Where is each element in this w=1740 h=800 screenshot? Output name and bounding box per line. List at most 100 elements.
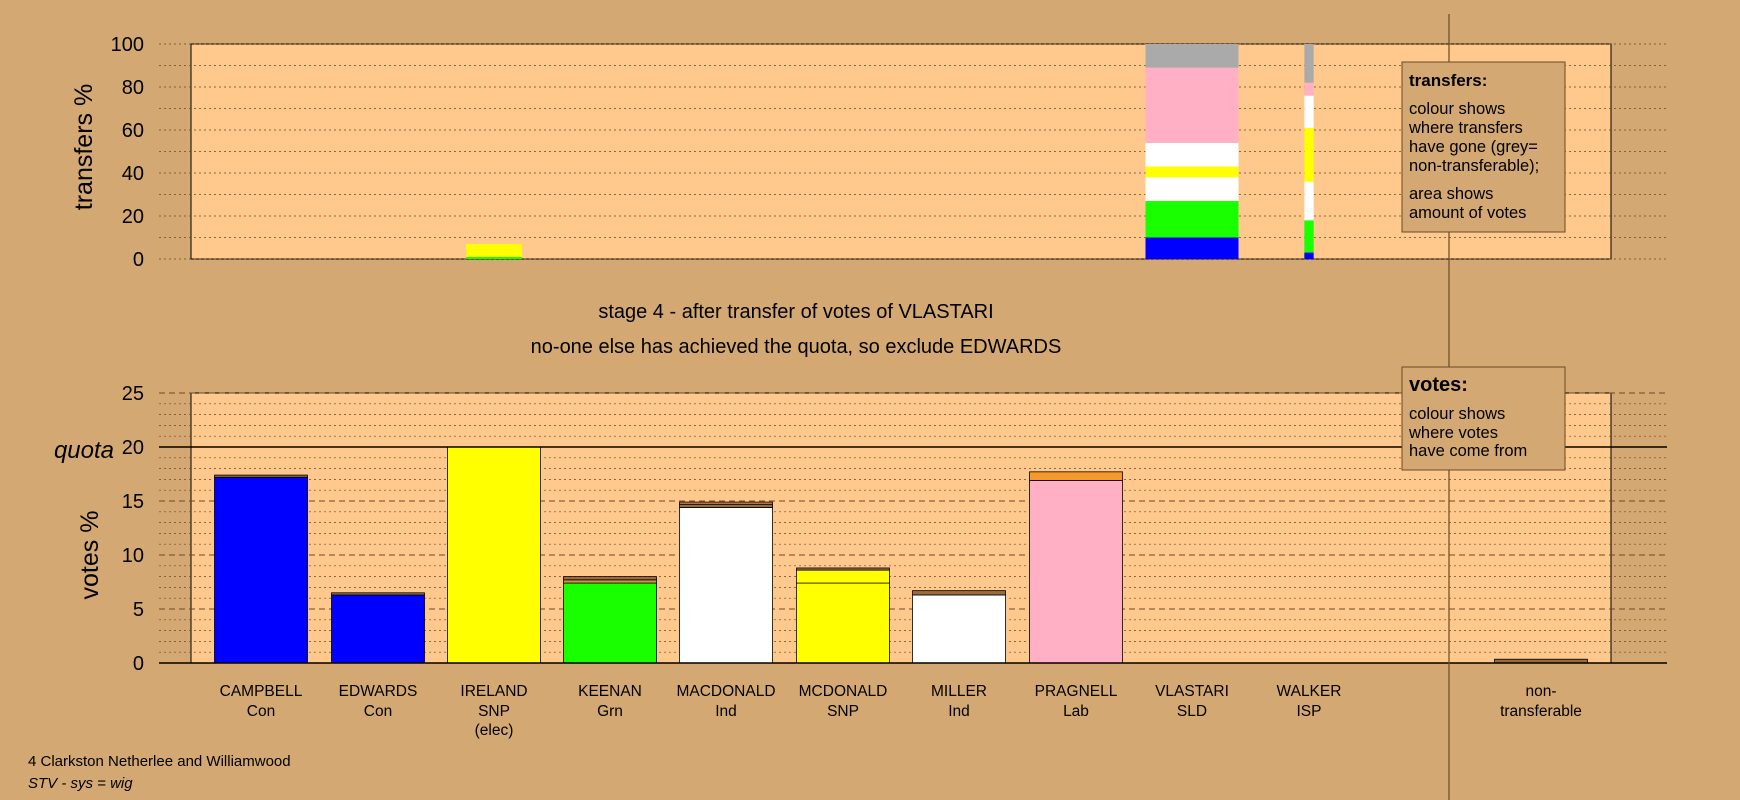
transfer-segment (1304, 252, 1314, 259)
candidate-party: Con (364, 703, 392, 720)
vote-bar-ireland (447, 446, 541, 664)
transfers-bars (466, 44, 1314, 259)
transfer-segment (1145, 166, 1239, 178)
transfer-segment (1145, 177, 1239, 201)
vote-bar-pragnell (1029, 471, 1123, 664)
votes-legend-line: colour shows (1409, 405, 1505, 423)
votes-legend-title: votes: (1409, 374, 1468, 396)
transfer-segment (1145, 237, 1239, 259)
candidate-status: (elec) (475, 722, 514, 739)
candidate-party: ISP (1297, 703, 1322, 720)
vote-segment (331, 592, 425, 596)
transfer-segment (466, 256, 522, 259)
votes-legend-line: have come from (1409, 442, 1527, 460)
ward-name: 4 Clarkston Netherlee and Williamwood (28, 753, 291, 770)
votes-legend-line: where votes (1408, 424, 1498, 442)
transfers-legend-title: transfers: (1409, 71, 1487, 90)
vote-bar-mcdonald (796, 567, 890, 664)
transfer-segment (1145, 200, 1239, 238)
transfer-segment (1304, 44, 1314, 83)
stage-subtitle: no-one else has achieved the quota, so e… (531, 336, 1062, 358)
transfer-segment (466, 243, 522, 257)
transfers-tick-label: 100 (111, 34, 144, 56)
vote-segment (1029, 480, 1123, 664)
transfers-tick-label: 40 (122, 163, 144, 185)
transfers-legend-line: have gone (grey= (1409, 138, 1538, 156)
candidate-party: Con (247, 703, 275, 720)
votes-panel: 0 5 10 15 20 25 CAMPBELL Con EDWARDS Con IRELAND S… (54, 383, 1667, 739)
transfer-segment (1145, 142, 1239, 167)
candidate-party: Ind (715, 703, 737, 720)
candidate-name: EDWARDS (339, 683, 418, 700)
vote-segment (563, 582, 657, 664)
vote-segment (796, 582, 890, 664)
transfer-segment (1145, 67, 1239, 143)
votes-tick-label: 5 (133, 599, 144, 621)
transfer-segment (1304, 127, 1314, 182)
vote-segment (796, 569, 890, 584)
transfer-bar-ireland (466, 243, 522, 259)
transfer-segment (1304, 220, 1314, 253)
transfers-axis-title: transfers % (70, 84, 98, 210)
votes-axis-title: votes % (76, 511, 104, 600)
transfers-legend-line: non-transferable); (1409, 157, 1539, 175)
candidate-party: SLD (1177, 703, 1207, 720)
vote-segment (563, 576, 657, 581)
vote-segment (447, 446, 541, 664)
transfers-legend-box (1401, 61, 1566, 233)
transfers-legend-line: area shows (1409, 185, 1493, 203)
transfers-legend-line: amount of votes (1409, 204, 1526, 222)
candidate-name: WALKER (1277, 683, 1342, 700)
transfer-segment (1304, 95, 1314, 128)
votes-plot-area (190, 392, 1612, 664)
transfers-tick-label: 0 (133, 249, 144, 271)
vote-segment (1029, 471, 1123, 481)
votes-tick-label: 10 (122, 545, 144, 567)
candidate-name: MACDONALD (676, 683, 775, 700)
quota-label: quota (54, 437, 114, 464)
vote-segment (796, 567, 890, 571)
votes-y-ticks: 0 5 10 15 20 25 (122, 383, 144, 675)
nontransferable-label: transferable (1500, 703, 1582, 720)
transfers-y-ticks: 0 20 40 60 80 100 (111, 34, 144, 271)
transfer-segment (1145, 44, 1239, 68)
candidate-name: VLASTARI (1155, 683, 1229, 700)
candidate-party: Ind (948, 703, 970, 720)
transfer-segment (1304, 181, 1314, 221)
vote-bar-edwards (331, 592, 425, 664)
vote-segment (331, 594, 425, 664)
candidate-name: KEENAN (578, 683, 642, 700)
stage-title: stage 4 - after transfer of votes of VLA… (598, 301, 993, 323)
votes-tick-label: 25 (122, 383, 144, 405)
transfers-legend-line: colour shows (1409, 100, 1505, 118)
candidate-name: PRAGNELL (1035, 683, 1118, 700)
vote-segment (214, 476, 308, 664)
candidate-name: CAMPBELL (220, 683, 303, 700)
vote-segment (679, 501, 773, 505)
vote-segment (912, 590, 1006, 596)
vote-bar-miller (912, 590, 1006, 664)
transfers-legend: transfers: colour shows where transfers … (1401, 61, 1566, 233)
candidate-party: Grn (597, 703, 623, 720)
system-note: STV - sys = wig (28, 775, 133, 792)
vote-bar-macdonald (679, 501, 773, 664)
candidate-name: MCDONALD (799, 683, 888, 700)
candidate-party: Lab (1063, 703, 1089, 720)
vote-bar-keenan (563, 576, 657, 664)
candidate-name: MILLER (931, 683, 987, 700)
vote-segment (679, 503, 773, 508)
vote-segment (214, 474, 308, 478)
votes-tick-label: 0 (133, 653, 144, 675)
transfer-bar-walker (1304, 44, 1314, 259)
transfer-bar-vlastari (1145, 44, 1239, 259)
votes-bars (159, 446, 1667, 664)
votes-tick-label: 15 (122, 491, 144, 513)
candidate-labels: CAMPBELL Con EDWARDS Con IRELAND SNP (elec) KEE… (220, 683, 1582, 739)
votes-legend-box (1401, 366, 1566, 471)
vote-segment (912, 594, 1006, 664)
candidate-party: SNP (827, 703, 859, 720)
transfers-legend-line: where transfers (1408, 119, 1523, 137)
vote-segment (679, 507, 773, 664)
nontransferable-label: non- (1525, 683, 1556, 700)
